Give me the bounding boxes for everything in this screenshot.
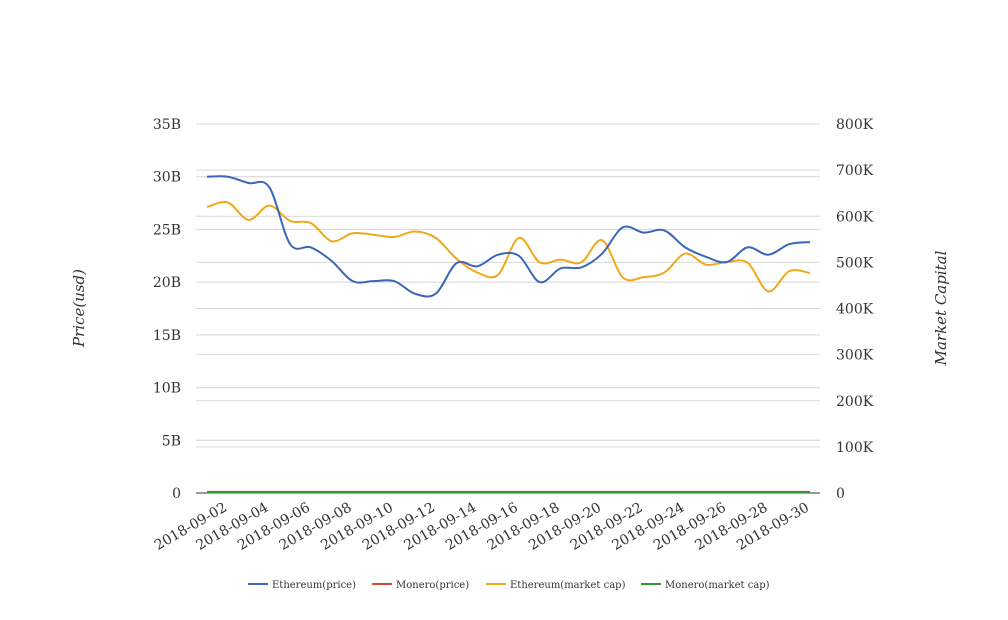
axes: 0 5B 10B 15B 20B 25B 30B 35B 0 100K 200K 300K 400K 50… xyxy=(152,117,874,554)
y-left-tick-label: 25B xyxy=(153,222,181,238)
y-right-tick-label: 500K xyxy=(836,255,874,271)
y-right-tick-label: 400K xyxy=(836,302,874,318)
y-left-tick-label: 20B xyxy=(153,275,181,291)
y-right-tick-label: 700K xyxy=(836,163,874,179)
y-axis-right-title: Market Capital xyxy=(932,250,950,366)
legend-label: Monero(market cap) xyxy=(665,580,770,591)
y-right-tick-label: 100K xyxy=(836,440,874,456)
y-left-tick-label: 15B xyxy=(153,328,181,344)
y-right-tick-label: 0 xyxy=(836,486,845,502)
legend-label: Ethereum(market cap) xyxy=(510,580,626,591)
gridlines xyxy=(196,123,820,448)
y-left-tick-label: 0 xyxy=(172,486,181,502)
y-right-tick-label: 800K xyxy=(836,117,874,133)
y-left-tick-label: 30B xyxy=(153,170,181,186)
series-lines xyxy=(206,175,811,494)
y-left-tick-label: 10B xyxy=(153,381,181,397)
y-left-tick-label: 5B xyxy=(162,433,181,449)
legend-label: Monero(price) xyxy=(396,580,469,591)
y-right-tick-label: 300K xyxy=(836,348,874,364)
series-line-ethereum-market-cap xyxy=(206,200,811,293)
y-axis-left-title: Price(usd) xyxy=(70,269,88,348)
legend-label: Ethereum(price) xyxy=(272,580,356,591)
y-left-tick-label: 35B xyxy=(153,117,181,133)
y-right-tick-label: 600K xyxy=(836,209,874,225)
y-right-tick-label: 200K xyxy=(836,394,874,410)
series-line-ethereum-price xyxy=(206,175,811,298)
legend: Ethereum(price) Monero(price) Ethereum(mar… xyxy=(248,580,770,591)
